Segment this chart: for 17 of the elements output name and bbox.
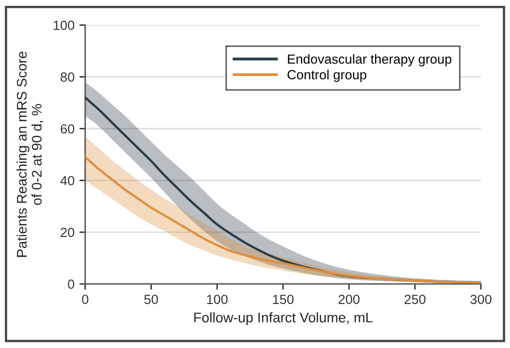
y-tick-label: 60 <box>60 124 74 134</box>
x-tick-label: 200 <box>338 294 360 304</box>
y-tick-label: 20 <box>60 228 74 238</box>
x-tick-label: 300 <box>470 294 492 304</box>
x-tick-label: 150 <box>273 294 294 304</box>
y-tick-label: 100 <box>54 20 74 30</box>
x-tick-label: 250 <box>404 294 426 304</box>
legend-label: Control group <box>288 70 366 82</box>
legend-label: Endovascular therapy group <box>288 54 452 66</box>
x-tick-label: 100 <box>207 294 228 304</box>
x-axis-title: Follow-up Infarct Volume, mL <box>194 312 373 326</box>
x-tick-label: 50 <box>144 294 158 304</box>
y-tick-label: 40 <box>60 176 74 186</box>
y-tick-label: 0 <box>68 280 74 289</box>
y-tick-label: 80 <box>60 72 74 82</box>
y-axis-title: Patients Reaching an mRS Score of 0-2 at 90 d, % <box>16 52 44 257</box>
x-tick-label: 0 <box>82 294 88 304</box>
